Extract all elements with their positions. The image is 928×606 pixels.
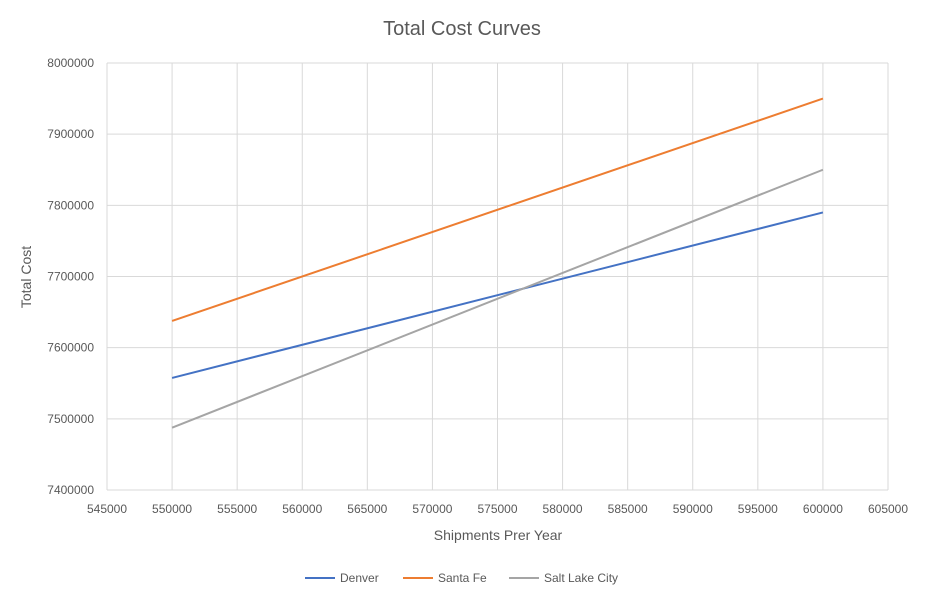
y-tick-label: 7800000 — [47, 198, 94, 212]
x-tick-label: 580000 — [543, 502, 583, 516]
x-tick-label: 605000 — [868, 502, 908, 516]
series-line-denver — [171, 211, 824, 379]
x-tick-label: 565000 — [347, 502, 387, 516]
x-tick-label: 550000 — [152, 502, 192, 516]
series-line-salt-lake-city — [171, 168, 824, 429]
y-tick-label: 7600000 — [47, 341, 94, 355]
x-tick-label: 585000 — [608, 502, 648, 516]
y-tick-label: 7400000 — [47, 483, 94, 497]
x-tick-label: 595000 — [738, 502, 778, 516]
x-tick-label: 570000 — [412, 502, 452, 516]
legend-label: Denver — [340, 571, 379, 585]
y-tick-label: 7500000 — [47, 412, 94, 426]
x-tick-label: 555000 — [217, 502, 257, 516]
x-tick-label: 560000 — [282, 502, 322, 516]
y-tick-label: 7700000 — [47, 270, 94, 284]
x-tick-label: 545000 — [87, 502, 127, 516]
y-tick-label: 8000000 — [47, 56, 94, 70]
x-tick-label: 575000 — [477, 502, 517, 516]
legend-label: Santa Fe — [438, 571, 487, 585]
y-tick-label: 7900000 — [47, 127, 94, 141]
x-axis-label: Shipments Prer Year — [434, 527, 563, 543]
x-tick-label: 590000 — [673, 502, 713, 516]
legend-label: Salt Lake City — [544, 571, 618, 585]
y-axis-label: Total Cost — [18, 246, 34, 308]
x-tick-label: 600000 — [803, 502, 843, 516]
series-line-santa-fe — [171, 97, 824, 322]
chart-title: Total Cost Curves — [383, 18, 541, 40]
